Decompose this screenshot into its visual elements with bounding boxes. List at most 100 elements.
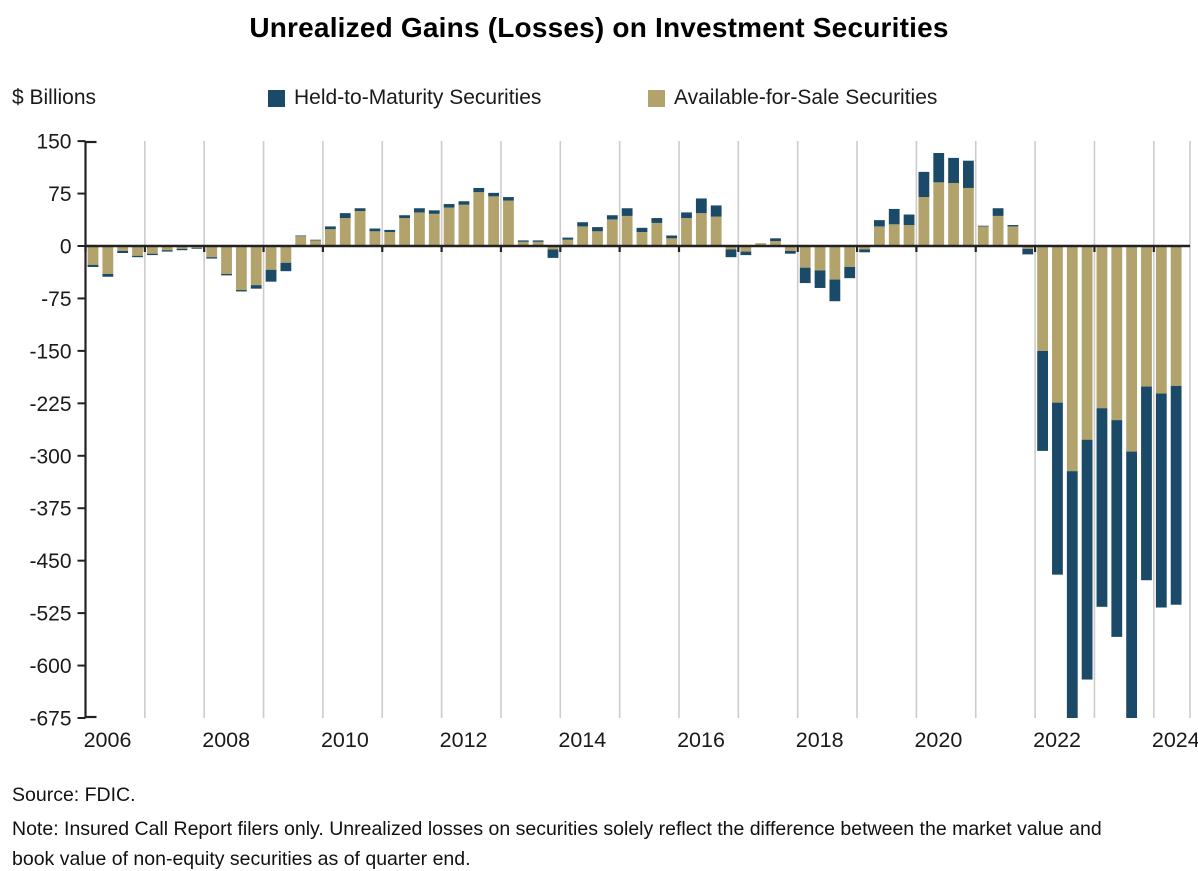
afs-bar-segment	[562, 239, 574, 246]
x-tick-label-2006: 2006	[84, 728, 132, 752]
afs-bar-segment	[265, 246, 277, 270]
y-tick-label: -375	[29, 498, 71, 521]
chart-footer: Source: FDIC. Note: Insured Call Report …	[12, 780, 1122, 871]
afs-bar-segment	[176, 246, 188, 249]
htm-bar-segment	[1126, 451, 1138, 718]
htm-bar-segment	[532, 240, 544, 242]
x-tick-label-2020: 2020	[914, 728, 962, 752]
afs-bar-segment	[1037, 246, 1048, 351]
htm-bar-segment	[621, 208, 633, 216]
x-tick-label-2022: 2022	[1033, 728, 1081, 752]
htm-bar-segment	[339, 213, 351, 219]
htm-bar-segment	[933, 152, 945, 183]
htm-bar-segment	[873, 220, 885, 227]
afs-bar-segment	[963, 187, 974, 246]
legend-item-held-to-maturity: Held-to-Maturity Securities	[268, 86, 541, 110]
htm-bar-segment	[740, 251, 752, 256]
htm-bar-segment	[161, 250, 173, 252]
note-text: Note: Insured Call Report filers only. U…	[12, 818, 1102, 871]
afs-bar-segment	[666, 238, 678, 246]
htm-bar-segment	[636, 227, 648, 233]
afs-bar-segment	[399, 218, 410, 246]
afs-bar-segment	[1022, 246, 1034, 249]
afs-bar-segment	[844, 246, 856, 267]
afs-bar-segment	[87, 246, 99, 265]
afs-bar-segment	[725, 246, 737, 250]
x-tick-label-2010: 2010	[321, 728, 369, 752]
afs-bar-segment	[235, 246, 247, 291]
afs-bar-segment	[428, 213, 440, 246]
htm-bar-segment	[146, 253, 158, 256]
y-tick-label: 150	[36, 131, 71, 154]
afs-legend-swatch-icon	[648, 89, 665, 107]
htm-bar-segment	[325, 226, 336, 230]
htm-bar-segment	[606, 215, 618, 220]
htm-bar-segment	[310, 239, 321, 241]
htm-bar-segment	[1111, 420, 1123, 637]
afs-bar-segment	[547, 246, 559, 250]
htm-bar-segment	[963, 160, 974, 188]
htm-bar-segment	[592, 227, 603, 232]
afs-bar-segment	[592, 231, 603, 246]
htm-bar-segment	[695, 198, 707, 214]
x-tick-label-2024: 2024	[1152, 728, 1198, 752]
afs-bar-segment	[517, 241, 529, 246]
afs-bar-segment	[1081, 246, 1093, 440]
afs-bar-segment	[250, 246, 262, 286]
htm-legend-swatch-icon	[268, 89, 285, 107]
bars	[87, 152, 1182, 718]
htm-bar-segment	[844, 266, 856, 279]
y-axis-unit-label: $ Billions	[12, 86, 97, 109]
htm-bar-segment	[1007, 225, 1019, 227]
afs-bar-segment	[1007, 226, 1019, 246]
htm-bar-segment	[1066, 471, 1078, 718]
afs-bar-segment	[146, 246, 158, 254]
htm-bar-segment	[562, 237, 574, 240]
htm-bar-segment	[473, 187, 485, 193]
htm-bar-segment	[977, 225, 989, 227]
htm-bar-segment	[814, 270, 826, 288]
x-tick-label-2016: 2016	[677, 728, 725, 752]
htm-bar-segment	[918, 171, 930, 198]
htm-bar-segment	[206, 257, 218, 259]
htm-bar-segment	[87, 264, 99, 267]
afs-bar-segment	[117, 246, 129, 251]
afs-bar-segment	[488, 196, 500, 246]
afs-bar-segment	[933, 182, 945, 246]
htm-bar-segment	[681, 212, 692, 219]
htm-bar-segment	[503, 197, 514, 201]
legend-item-available-for-sale: Available-for-Sale Securities	[648, 86, 937, 110]
htm-bar-segment	[651, 218, 663, 223]
htm-bar-segment	[903, 214, 915, 226]
afs-bar-segment	[384, 232, 396, 246]
afs-bar-segment	[948, 183, 959, 246]
htm-bar-segment	[829, 279, 841, 302]
afs-bar-segment	[695, 213, 707, 246]
afs-bar-segment	[873, 226, 885, 246]
axes	[77, 140, 1190, 719]
afs-bar-segment	[369, 231, 381, 246]
htm-bar-segment	[710, 205, 722, 217]
y-tick-label: -450	[29, 550, 71, 573]
htm-bar-segment	[725, 249, 737, 258]
htm-bar-segment	[428, 210, 440, 214]
htm-bar-segment	[1155, 393, 1167, 608]
htm-bar-segment	[117, 250, 129, 253]
afs-bar-segment	[755, 243, 767, 246]
source-text: Source: FDIC.	[12, 784, 136, 806]
htm-bar-segment	[235, 290, 247, 292]
afs-bar-segment	[992, 215, 1004, 246]
afs-bar-segment	[651, 222, 663, 246]
afs-bar-segment	[903, 225, 915, 246]
afs-bar-segment	[414, 212, 425, 246]
htm-bar-segment	[1141, 386, 1152, 581]
afs-bar-segment	[814, 246, 826, 271]
htm-bar-segment	[132, 255, 143, 258]
afs-bar-segment	[102, 246, 114, 274]
htm-bar-segment	[770, 238, 781, 242]
afs-bar-segment	[606, 219, 618, 246]
page-title: Unrealized Gains (Losses) on Investment …	[249, 12, 949, 43]
x-tick-label-2014: 2014	[558, 728, 606, 752]
htm-bar-segment	[176, 248, 188, 251]
